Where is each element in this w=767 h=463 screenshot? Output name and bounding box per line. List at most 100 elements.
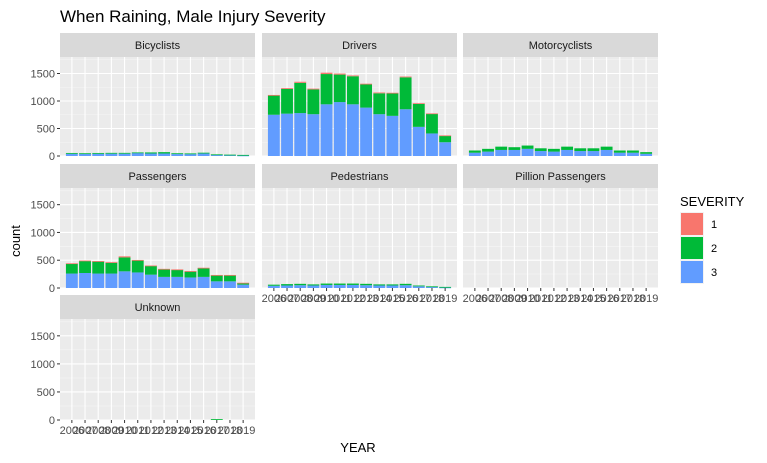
x-tick-label: 2017 — [205, 425, 229, 437]
bar-severity-3 — [184, 277, 197, 288]
bar-severity-2 — [521, 145, 534, 149]
x-tick-label: 2015 — [380, 293, 404, 305]
bar-severity-2 — [426, 286, 438, 288]
bar-severity-2 — [360, 84, 373, 108]
bar-severity-3 — [574, 151, 587, 156]
bar-severity-3 — [267, 285, 280, 288]
bar-severity-3 — [426, 286, 438, 288]
bar-severity-3 — [320, 104, 333, 156]
bar-severity-2 — [587, 148, 600, 152]
legend-label: 3 — [711, 267, 717, 279]
bar-severity-2 — [439, 286, 452, 288]
bar-severity-2 — [482, 148, 494, 152]
bar-severity-3 — [373, 285, 386, 288]
bar-severity-1 — [281, 88, 293, 89]
bar-severity-1 — [294, 81, 307, 83]
x-tick-label: 2015 — [581, 293, 605, 305]
bar-severity-2 — [224, 275, 236, 282]
panel-background — [60, 319, 255, 420]
facet-panel: Bicyclists 0 500 1000 1500 — [31, 33, 255, 163]
x-tick-label: 2015 — [178, 425, 202, 437]
bar-severity-1 — [79, 260, 91, 262]
bar-severity-1 — [373, 92, 386, 94]
legend-label: 2 — [711, 243, 717, 255]
bar-severity-2 — [171, 269, 184, 277]
bar-severity-1 — [92, 261, 105, 262]
bar-severity-2 — [360, 283, 373, 286]
bar-severity-3 — [210, 154, 223, 156]
bar-severity-2 — [346, 283, 359, 285]
bar-severity-2 — [468, 150, 481, 153]
bar-severity-3 — [547, 151, 560, 156]
bar-severity-2 — [131, 260, 144, 273]
bar-severity-2 — [333, 283, 346, 285]
bar-severity-2 — [508, 147, 521, 150]
facet-strip — [463, 33, 658, 57]
bar-severity-2 — [281, 88, 293, 114]
bar-severity-2 — [495, 146, 508, 150]
bar-severity-3 — [184, 154, 197, 156]
x-tick-label: 2019 — [634, 293, 658, 305]
legend-key-swatch — [681, 237, 703, 259]
bar-severity-1 — [399, 76, 412, 78]
x-tick-label: 2018 — [218, 425, 242, 437]
bar-severity-2 — [307, 284, 320, 286]
bar-severity-2 — [65, 263, 78, 274]
bar-severity-1 — [320, 72, 333, 75]
bar-severity-3 — [587, 151, 600, 156]
y-tick-label: 500 — [37, 124, 55, 136]
bar-severity-3 — [144, 274, 157, 288]
bar-severity-3 — [561, 149, 574, 156]
facet-strip — [463, 164, 658, 188]
bar-severity-2 — [144, 152, 157, 154]
facet-panel: Pedestrians20062007200820092010201120122… — [262, 164, 457, 305]
x-tick-label: 2011 — [328, 293, 352, 305]
bar-severity-2 — [412, 103, 425, 127]
facet-panel: Passengers 0 500 1000 1500 — [31, 164, 255, 295]
bar-severity-3 — [224, 281, 236, 288]
bar-severity-3 — [307, 114, 320, 156]
bar-severity-1 — [118, 256, 131, 258]
bar-severity-1 — [158, 268, 171, 270]
x-tick-label: 2014 — [165, 425, 189, 437]
facet-strip-label: Pillion Passengers — [515, 171, 606, 183]
bar-severity-2 — [158, 152, 171, 154]
x-tick-label: 2008 — [489, 293, 513, 305]
x-tick-label: 2006 — [463, 293, 487, 305]
bar-severity-3 — [92, 273, 105, 288]
bar-severity-3 — [373, 114, 386, 156]
bar-severity-2 — [210, 419, 223, 420]
bar-severity-3 — [171, 276, 184, 288]
bar-severity-2 — [158, 269, 171, 277]
bar-severity-2 — [574, 148, 587, 152]
x-tick-label: 2007 — [476, 293, 500, 305]
x-tick-label: 2006 — [262, 293, 286, 305]
x-tick-label: 2018 — [420, 293, 444, 305]
bar-severity-3 — [281, 113, 293, 156]
bar-severity-2 — [320, 74, 333, 105]
bar-severity-1 — [131, 259, 144, 261]
bar-severity-3 — [105, 273, 118, 288]
bar-severity-2 — [118, 152, 131, 154]
bar-severity-2 — [197, 152, 210, 154]
bar-severity-3 — [131, 152, 144, 156]
panel-background — [463, 188, 658, 288]
y-tick-label: 500 — [37, 255, 55, 267]
x-tick-label: 2017 — [608, 293, 632, 305]
y-tick-label: 500 — [37, 387, 55, 399]
bar-severity-3 — [294, 285, 307, 288]
bar-severity-3 — [439, 142, 452, 156]
bar-severity-1 — [439, 135, 452, 137]
y-tick-label: 0 — [49, 415, 55, 427]
y-tick-label: 1500 — [31, 331, 55, 343]
bar-severity-1 — [386, 92, 399, 94]
bar-severity-3 — [197, 276, 210, 288]
bar-severity-3 — [144, 153, 157, 156]
bar-severity-2 — [92, 152, 105, 154]
bar-severity-2 — [561, 146, 574, 150]
bar-severity-2 — [105, 152, 118, 154]
bar-severity-3 — [346, 284, 359, 288]
bar-severity-1 — [267, 94, 280, 96]
x-tick-label: 2009 — [301, 293, 325, 305]
bar-severity-3 — [65, 153, 78, 156]
